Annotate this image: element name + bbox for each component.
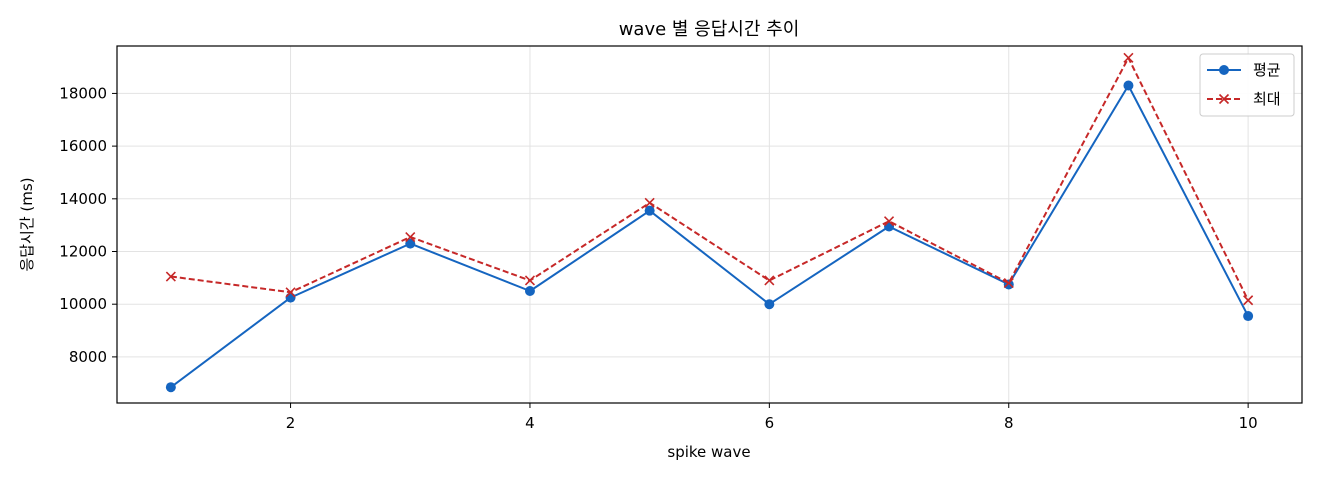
y-axis-label: 응답시간 (ms) xyxy=(18,177,36,271)
y-tick-label: 14000 xyxy=(59,190,107,208)
y-tick-label: 10000 xyxy=(59,295,107,313)
y-tick-label: 12000 xyxy=(59,243,107,261)
legend: 평균 최대 xyxy=(1199,53,1295,117)
data-point-0 xyxy=(764,299,775,310)
grid xyxy=(117,46,1302,403)
legend-label-avg: 평균 xyxy=(1253,61,1281,79)
data-point-1 xyxy=(165,271,176,282)
plot-area xyxy=(116,45,1303,404)
y-tick-label: 18000 xyxy=(59,84,107,102)
x-axis-label: spike wave xyxy=(667,443,750,461)
data-point-0 xyxy=(405,238,416,249)
data-point-1 xyxy=(1123,52,1134,63)
data-point-0 xyxy=(1123,80,1134,91)
x-tick-label: 8 xyxy=(1004,414,1014,432)
data-point-0 xyxy=(1243,311,1254,322)
series-layer xyxy=(165,52,1254,393)
series-line-1 xyxy=(170,56,1249,301)
data-point-0 xyxy=(165,382,176,393)
x-tick-label: 2 xyxy=(286,414,296,432)
x-tick-label: 4 xyxy=(525,414,535,432)
data-point-1 xyxy=(1243,295,1254,306)
legend-marker-max xyxy=(1218,93,1230,105)
y-tick-label: 8000 xyxy=(69,348,107,366)
data-point-0 xyxy=(524,286,535,297)
data-point-0 xyxy=(285,292,296,303)
data-point-0 xyxy=(644,205,655,216)
data-point-1 xyxy=(883,216,895,227)
data-point-1 xyxy=(644,197,655,208)
y-tick-label: 16000 xyxy=(59,137,107,155)
data-point-1 xyxy=(405,231,416,243)
legend-label-max: 최대 xyxy=(1253,90,1281,108)
series-line-0 xyxy=(170,84,1249,389)
x-tick-label: 10 xyxy=(1239,414,1258,432)
data-point-1 xyxy=(285,287,296,298)
data-point-1 xyxy=(764,275,775,286)
data-point-1 xyxy=(524,275,536,286)
data-point-1 xyxy=(1003,278,1014,289)
chart-title: wave 별 응답시간 추이 xyxy=(619,19,800,40)
x-tick-label: 6 xyxy=(765,414,775,432)
ticks: 2 4 6 8 10 8000 10000 12000 14000 16000 18000 xyxy=(59,84,1257,432)
legend-marker-avg xyxy=(1219,65,1229,75)
